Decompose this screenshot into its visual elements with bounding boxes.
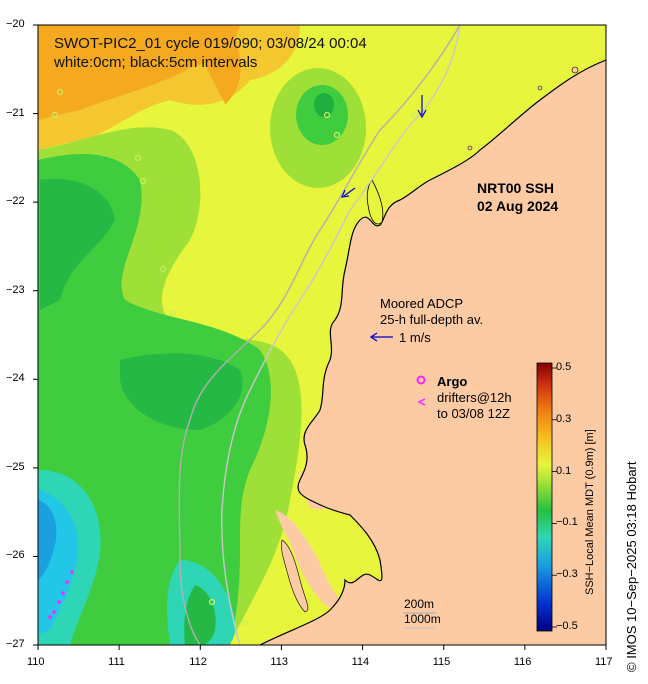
title-line-2: white:0cm; black:5cm intervals (54, 54, 258, 71)
x-tick-label: 112 (189, 656, 207, 668)
y-tick-label: −25 (6, 460, 25, 473)
y-tick-label: −24 (6, 372, 25, 385)
x-tick-label: 117 (595, 656, 613, 668)
x-tick-label: 116 (513, 656, 532, 668)
colorbar-tick-label: 0.5 (556, 361, 572, 373)
drifter-legend-marker (417, 398, 426, 406)
colorbar-tick-label: 0.1 (556, 464, 572, 477)
argo-label: Argo (437, 374, 468, 389)
drifters-line-2: to 03/08 12Z (437, 406, 510, 421)
x-tick-label: 111 (108, 656, 125, 668)
colorbar-tick-label: −0.3 (556, 568, 578, 581)
colorbar-tick-label: −0.5 (556, 620, 578, 632)
y-tick-label: −23 (6, 283, 25, 296)
colorbar-title: SSH−Local Mean MDT (0.9m) [m] (584, 429, 596, 595)
product-label: NRT00 SSH 02 Aug 2024 (477, 179, 558, 215)
land-mass (260, 25, 606, 645)
argo-legend: Argo drifters@12h to 03/08 12Z (437, 374, 512, 422)
map-title: SWOT-PIC2_01 cycle 019/090; 03/08/24 00:… (54, 34, 367, 72)
y-tick-label: −22 (6, 195, 25, 208)
plot-frame (37, 24, 607, 646)
colorbar (536, 362, 553, 632)
colorbar-tick-label: −0.1 (556, 516, 578, 529)
x-tick-label: 114 (351, 656, 370, 668)
y-tick-label: −20 (6, 18, 25, 30)
credit-text: © IMOS 10−Sep−2025 03:18 Hobart (624, 461, 639, 673)
isobath-1000: 1000m (404, 612, 441, 626)
title-line-1: SWOT-PIC2_01 cycle 019/090; 03/08/24 00:… (54, 35, 367, 52)
drifters-line-1: drifters@12h (437, 390, 512, 405)
colorbar-tick-label: 0.3 (556, 412, 572, 425)
product-name: NRT00 SSH (477, 180, 555, 196)
x-tick-label: 113 (270, 656, 288, 668)
isobath-legend: 200m 1000m (404, 597, 441, 627)
y-tick-label: −21 (6, 106, 25, 119)
isobath-200: 200m (404, 597, 435, 611)
x-tick-label: 115 (432, 656, 451, 668)
y-tick-label: −26 (6, 549, 25, 562)
adcp-scale-label: 1 m/s (399, 330, 431, 345)
argo-drifter-track (48, 570, 74, 619)
x-tick-label: 110 (27, 656, 45, 668)
adcp-line-2: 25-h full-depth av. (380, 312, 484, 327)
adcp-legend: Moored ADCP 25-h full-depth av. (380, 296, 483, 328)
adcp-line-1: Moored ADCP (380, 296, 464, 311)
argo-legend-marker (416, 375, 426, 385)
product-date: 02 Aug 2024 (477, 198, 559, 214)
y-tick-label: −27 (6, 638, 25, 650)
